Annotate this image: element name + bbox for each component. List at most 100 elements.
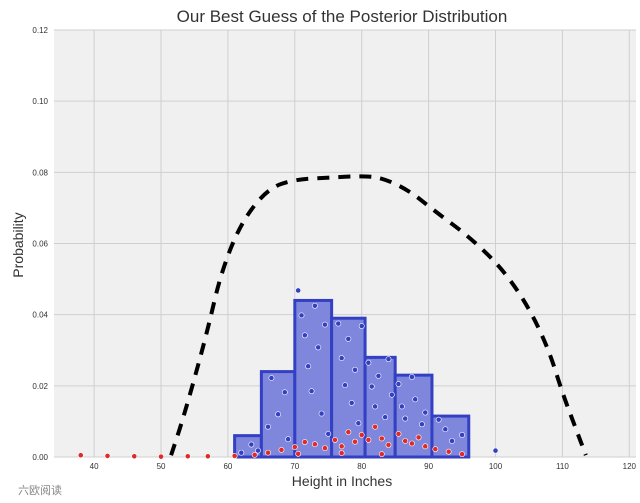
red-point bbox=[372, 423, 379, 430]
y-tick-label: 0.10 bbox=[32, 97, 48, 106]
red-point bbox=[415, 434, 422, 441]
blue-point bbox=[338, 355, 345, 361]
y-tick-labels: 0.00 0.02 0.04 0.06 0.08 0.10 0.12 bbox=[32, 26, 48, 462]
y-tick-label: 0.00 bbox=[32, 453, 48, 462]
red-point bbox=[291, 444, 298, 450]
x-axis-label: Height in Inches bbox=[292, 473, 392, 489]
blue-point bbox=[365, 359, 372, 366]
red-point bbox=[204, 453, 211, 460]
blue-point bbox=[308, 388, 315, 395]
blue-point bbox=[398, 403, 405, 410]
blue-point bbox=[335, 320, 342, 327]
blue-point bbox=[285, 436, 292, 443]
y-axis-label: Probability bbox=[10, 212, 26, 277]
blue-point bbox=[318, 410, 325, 417]
density-curve-line bbox=[169, 174, 588, 456]
red-point bbox=[332, 437, 338, 443]
red-point bbox=[322, 445, 328, 452]
blue-point bbox=[412, 396, 419, 403]
blue-scatter-points bbox=[238, 287, 499, 456]
red-point bbox=[402, 438, 409, 444]
red-point bbox=[301, 439, 308, 445]
y-tick-label: 0.04 bbox=[32, 311, 48, 320]
red-point bbox=[251, 451, 258, 458]
red-point bbox=[77, 452, 84, 459]
blue-point bbox=[265, 423, 271, 430]
red-point bbox=[131, 453, 138, 460]
x-tick-label: 120 bbox=[623, 462, 637, 471]
blue-point bbox=[492, 447, 499, 454]
blue-point bbox=[419, 421, 425, 428]
y-tick-label: 0.06 bbox=[32, 240, 48, 249]
y-tick-label: 0.08 bbox=[32, 168, 48, 177]
blue-point bbox=[375, 372, 382, 379]
chart-title: Our Best Guess of the Posterior Distribu… bbox=[177, 7, 508, 26]
blue-point bbox=[442, 426, 449, 433]
blue-point bbox=[368, 383, 375, 390]
blue-point bbox=[325, 430, 332, 437]
blue-point bbox=[395, 381, 402, 387]
blue-point bbox=[255, 447, 261, 454]
blue-point bbox=[298, 312, 305, 319]
red-point bbox=[432, 446, 439, 453]
red-scatter-points bbox=[77, 423, 465, 460]
red-point bbox=[459, 451, 465, 458]
x-tick-labels: 40 50 60 70 80 90 100 110 120 bbox=[90, 462, 637, 471]
red-point bbox=[408, 440, 415, 447]
red-point bbox=[345, 429, 352, 435]
blue-point bbox=[275, 411, 282, 418]
blue-point bbox=[372, 403, 379, 410]
y-tick-label: 0.02 bbox=[32, 382, 48, 391]
red-point bbox=[311, 441, 318, 448]
red-point bbox=[378, 435, 385, 442]
x-tick-label: 110 bbox=[556, 462, 569, 471]
blue-point bbox=[385, 356, 392, 363]
x-tick-label: 50 bbox=[157, 462, 166, 471]
x-tick-label: 60 bbox=[223, 462, 232, 471]
blue-point bbox=[315, 344, 322, 351]
blue-point bbox=[352, 366, 358, 373]
blue-point bbox=[388, 391, 395, 398]
blue-point bbox=[342, 382, 348, 389]
red-point bbox=[231, 453, 238, 459]
blue-point bbox=[422, 409, 429, 416]
blue-point bbox=[408, 374, 415, 380]
blue-point bbox=[459, 432, 465, 438]
blue-point bbox=[248, 441, 255, 448]
x-tick-label: 90 bbox=[424, 462, 433, 471]
red-point bbox=[445, 448, 452, 455]
red-point bbox=[278, 446, 285, 453]
blue-point bbox=[301, 332, 308, 339]
red-point bbox=[378, 451, 385, 458]
blue-point bbox=[449, 438, 455, 444]
x-tick-label: 40 bbox=[90, 462, 99, 471]
red-point bbox=[385, 442, 392, 448]
blue-point bbox=[382, 414, 389, 421]
x-tick-label: 80 bbox=[357, 462, 366, 471]
red-point bbox=[422, 443, 429, 450]
density-curve bbox=[169, 174, 588, 456]
blue-point bbox=[348, 400, 355, 406]
red-point bbox=[352, 438, 358, 445]
red-point bbox=[395, 430, 402, 437]
blue-point bbox=[355, 420, 362, 427]
blue-point bbox=[358, 323, 365, 329]
red-point bbox=[295, 450, 302, 457]
blue-point bbox=[295, 287, 302, 294]
y-tick-label: 0.12 bbox=[32, 26, 48, 35]
red-point bbox=[358, 432, 365, 438]
blue-point bbox=[268, 375, 275, 381]
red-point bbox=[158, 453, 164, 460]
x-tick-label: 100 bbox=[489, 462, 503, 471]
x-tick-label: 70 bbox=[290, 462, 299, 471]
blue-point bbox=[345, 335, 352, 342]
red-point bbox=[338, 443, 345, 450]
red-point bbox=[104, 453, 111, 459]
red-point bbox=[365, 437, 372, 443]
watermark: 六欧阅读 bbox=[18, 483, 62, 497]
red-point bbox=[184, 453, 191, 460]
blue-point bbox=[435, 416, 442, 423]
blue-point bbox=[311, 302, 318, 309]
blue-point bbox=[402, 415, 409, 422]
